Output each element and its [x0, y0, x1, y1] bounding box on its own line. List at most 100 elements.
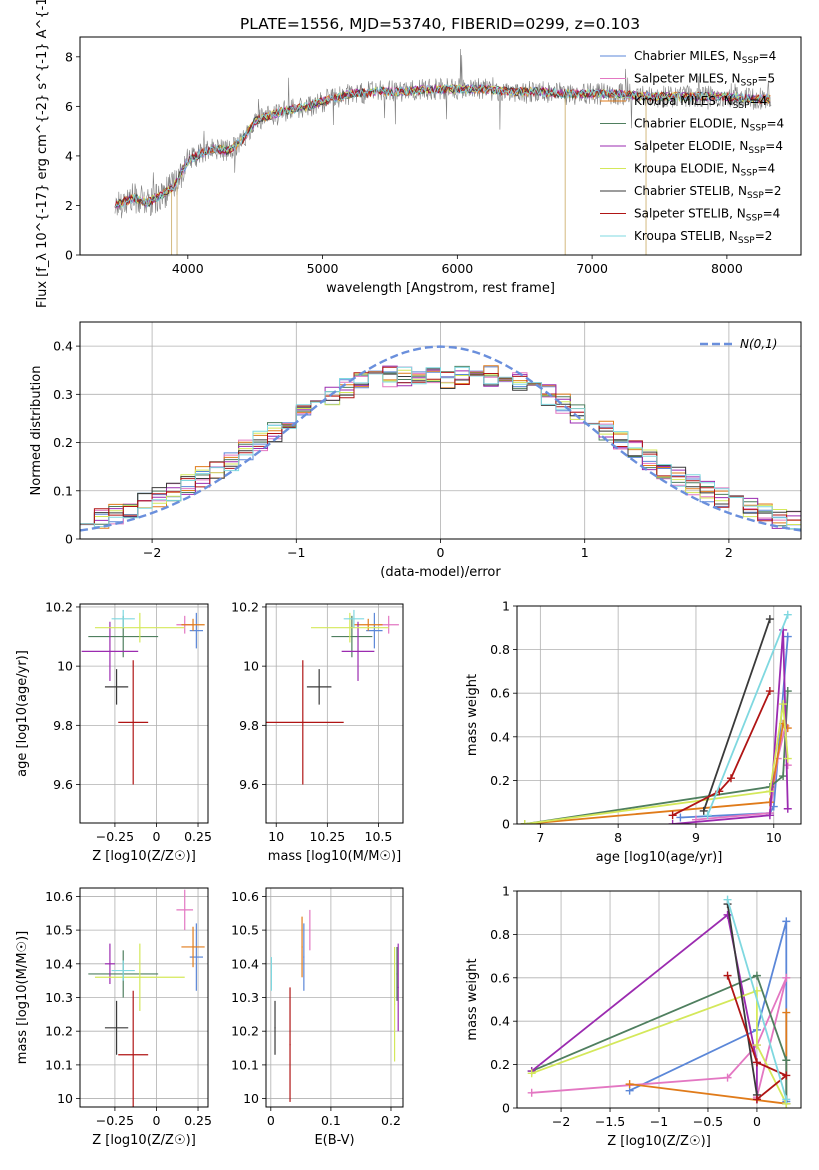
weight-marker [779, 700, 788, 709]
y-tick-label: 6 [65, 99, 73, 114]
legend-count: =4 [757, 162, 775, 176]
legend-subscript: SSP [747, 191, 764, 201]
x-tick-label: 2 [725, 545, 733, 560]
y-tick-label: 0.2 [490, 773, 510, 788]
x-tick-label: 1 [581, 545, 589, 560]
x-axis-label: wavelength [Angstrom, rest frame] [326, 281, 555, 296]
y-tick-label: 0.8 [490, 642, 510, 657]
legend-subscript: SSP [746, 214, 763, 224]
x-tick-label: 5000 [307, 261, 339, 276]
x-tick-label: 9 [692, 830, 700, 845]
y-tick-label: 9.6 [53, 777, 73, 792]
weight-marker [782, 1056, 791, 1065]
weight-line [726, 903, 758, 1096]
normal-reference-curve [80, 345, 801, 532]
y-tick-label: 10.3 [231, 990, 259, 1005]
weight-line [672, 690, 771, 817]
x-tick-label: 0.25 [184, 829, 212, 844]
weight-marker [625, 1080, 634, 1089]
weight-marker [765, 787, 774, 796]
figure-title: PLATE=1556, MJD=53740, FIBERID=0299, z=0… [240, 15, 640, 33]
weight-marker [779, 772, 788, 781]
y-tick-label: 10.3 [45, 990, 73, 1005]
model-fit-line [114, 84, 771, 208]
axes-weight_vs_age: 7 8 9 10 0 0.2 0.4 0.6 0.8 1 age [log10(age/yr)] ma… [465, 599, 802, 865]
x-tick-label: 10 [268, 829, 284, 844]
x-axis-label: E(B-V) [314, 1133, 354, 1148]
y-tick-label: 0 [502, 817, 510, 832]
weight-marker [765, 615, 774, 624]
x-tick-label: 0 [753, 1114, 761, 1129]
x-axis-label: Z [log10(Z/Z☉)] [607, 1134, 711, 1149]
y-tick-label: 10 [243, 659, 259, 674]
x-tick-label: −0.25 [96, 1113, 134, 1128]
weight-marker [782, 917, 791, 926]
weight-marker [765, 687, 774, 696]
y-tick-label: 2 [65, 198, 73, 213]
weight-marker [765, 811, 774, 820]
axes-mass_vs_ebv: 0 0.1 0.2 10 10.1 10.2 10.3 10.4 10.5 10.6 E(B-V) [231, 887, 404, 1148]
plot-area-mass_vs_Z [80, 888, 208, 1107]
y-tick-label: 1 [502, 884, 510, 899]
y-tick-label: 4 [65, 148, 73, 163]
legend-subscript: SSP [750, 124, 767, 134]
y-tick-label: 10 [57, 1091, 73, 1106]
y-tick-label: 10.5 [231, 923, 259, 938]
legend-entry: Salpeter ELODIE, NSSP=4 [634, 139, 783, 156]
weight-marker [783, 610, 792, 619]
plot-area-mass_vs_ebv [266, 888, 403, 1107]
y-tick-label: 0.6 [490, 686, 510, 701]
plot-area-age_vs_Z [80, 604, 208, 823]
weight-marker [782, 1071, 791, 1080]
x-tick-label: −2 [552, 1114, 570, 1129]
y-tick-label: 9.8 [53, 718, 73, 733]
model-fit-line [114, 83, 771, 208]
weight-marker [782, 1008, 791, 1017]
y-tick-label: 10.2 [45, 1024, 73, 1039]
y-tick-label: 10.5 [45, 923, 73, 938]
x-tick-label: 0 [437, 545, 445, 560]
x-tick-label: 6000 [441, 261, 473, 276]
legend-entry: Chabrier ELODIE, NSSP=4 [634, 117, 784, 134]
y-tick-label: 0.4 [53, 339, 73, 354]
y-axis-label: mass weight [465, 674, 480, 756]
x-tick-label: −1 [287, 545, 305, 560]
x-tick-label: 0.25 [184, 1113, 212, 1128]
plot-area-weight_vs_age [517, 606, 801, 824]
axes-age_vs_Z: −0.25 0 0.25 9.6 9.8 10 10.2 Z [log10(Z/Z☉)] age… [15, 599, 212, 864]
weight-marker [527, 1088, 536, 1097]
axes-age_vs_mass: 10 10.25 10.5 9.6 9.8 10 10.2 mass [log10(M/M☉)… [231, 599, 404, 864]
legend-entry: Chabrier MILES, NSSP=4 [634, 49, 776, 66]
axes-frame [79, 36, 802, 256]
x-tick-label: 0.2 [381, 1113, 401, 1128]
legend-subscript: SSP [748, 146, 765, 156]
y-tick-label: 0 [502, 1101, 510, 1116]
y-tick-label: 0 [65, 248, 73, 263]
x-axis-label: age [log10(age/yr)] [596, 850, 723, 865]
weight-line [531, 913, 758, 1100]
y-tick-label: 0.1 [53, 483, 73, 498]
axes-mass_vs_Z: −0.25 0 0.25 10 10.1 10.2 10.3 10.4 10.5 10.6 Z [l… [15, 887, 212, 1148]
x-tick-label: −0.25 [96, 829, 134, 844]
x-tick-label: 8 [614, 830, 622, 845]
weight-marker [752, 1058, 761, 1067]
weight-marker [752, 1041, 761, 1050]
weight-marker [723, 895, 732, 904]
weight-marker [668, 811, 677, 820]
y-tick-label: 10.2 [231, 1024, 259, 1039]
y-tick-label: 0.4 [490, 1014, 510, 1029]
legend-subscript: SSP [733, 101, 750, 111]
weight-marker [699, 806, 708, 815]
legend-count: =2 [755, 229, 773, 243]
legend-entry: Salpeter MILES, NSSP=5 [634, 72, 775, 89]
y-tick-label: 10.4 [45, 956, 73, 971]
x-tick-label: 7 [536, 830, 544, 845]
y-tick-label: 1 [502, 599, 510, 614]
legend-subscript: SSP [741, 169, 758, 179]
legend-count: =4 [765, 139, 783, 153]
y-axis-label: Flux [f_λ 10^{-17} erg cm^{-2} s^{-1} A^… [35, 0, 50, 308]
y-tick-label: 10 [57, 659, 73, 674]
x-axis-label: mass [log10(M/M☉)] [268, 849, 401, 864]
weight-line [726, 975, 789, 1100]
